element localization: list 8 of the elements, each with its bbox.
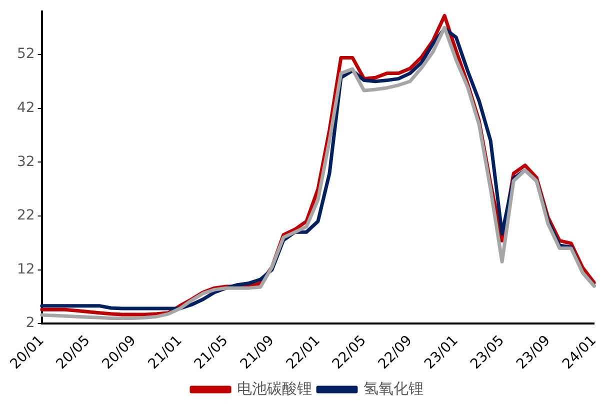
y-tick-label: 52	[16, 46, 35, 62]
y-tick-label: 42	[16, 100, 35, 116]
legend-label: 电池碳酸锂	[237, 379, 312, 398]
y-tick-label: 32	[16, 154, 35, 170]
y-tick-label: 12	[16, 261, 35, 278]
y-tick-label: 2	[26, 315, 35, 332]
y-tick-label: 22	[16, 208, 35, 224]
legend-label: 氢氧化锂	[364, 379, 424, 398]
